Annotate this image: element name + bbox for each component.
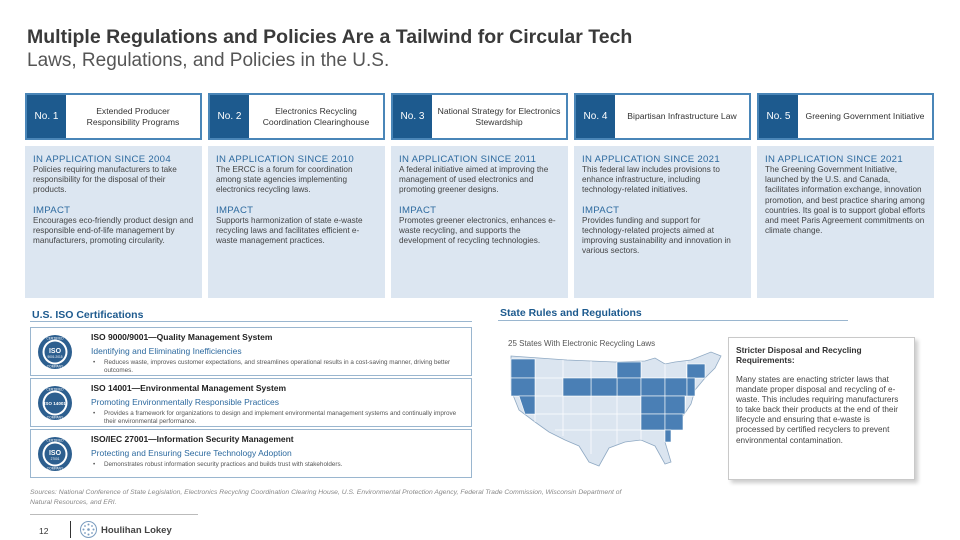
policy-since: IN APPLICATION SINCE 2021 <box>582 154 720 165</box>
policy-card-header: No. 5 Greening Government Initiative <box>757 93 934 140</box>
policy-description: This federal law includes provisions to … <box>582 165 720 195</box>
policy-card-body: IN APPLICATION SINCE 2011 A federal init… <box>391 146 568 298</box>
policy-card: No. 3 National Strategy for Electronics … <box>391 93 568 298</box>
iso-bullet: • Demonstrates robust information securi… <box>93 461 465 469</box>
impact-label: IMPACT <box>399 204 437 216</box>
page-title: Multiple Regulations and Policies Are a … <box>27 26 633 48</box>
bullet-icon: • <box>93 410 96 417</box>
callout-text: Many states are enacting stricter laws t… <box>736 375 899 445</box>
policy-card-body: IN APPLICATION SINCE 2021 The Greening G… <box>757 146 934 298</box>
impact-label: IMPACT <box>216 204 254 216</box>
badge-iso-text: ISO <box>49 450 62 457</box>
policy-name: Electronics Recycling Coordination Clear… <box>262 105 370 127</box>
policy-card: No. 5 Greening Government Initiative IN … <box>757 93 934 298</box>
badge-top-text: CERTIFIED <box>46 388 64 392</box>
iso-item: CERTIFIED ISO 27001 COMPANY ISO/IEC 2700… <box>30 429 472 478</box>
houlihan-lokey-logo-icon <box>80 521 97 538</box>
iso-subtitle: Promoting Environmentally Responsible Pr… <box>91 397 280 407</box>
policy-card-body: IN APPLICATION SINCE 2004 Policies requi… <box>25 146 202 298</box>
impact-text: Encourages eco-friendly product design a… <box>33 215 194 246</box>
policy-card-header: No. 1 Extended Producer Responsibility P… <box>25 93 202 140</box>
policy-card: No. 1 Extended Producer Responsibility P… <box>25 93 202 298</box>
callout-box: Stricter Disposal and Recycling Requirem… <box>728 337 915 480</box>
callout-title: Stricter Disposal and Recycling Requirem… <box>736 345 862 365</box>
brand-name: Houlihan Lokey <box>101 525 172 536</box>
iso-bullet-text: Reduces waste, improves customer expecta… <box>104 359 451 374</box>
policy-since: IN APPLICATION SINCE 2010 <box>216 154 354 165</box>
iso-bullet: • Provides a framework for organizations… <box>93 410 465 426</box>
bullet-icon: • <box>93 359 96 366</box>
badge-bottom-text: COMPANY <box>47 416 64 420</box>
policy-card-header: No. 2 Electronics Recycling Coordination… <box>208 93 385 140</box>
us-map <box>510 351 722 467</box>
states-with-laws <box>510 358 706 443</box>
impact-text: Provides funding and support for technol… <box>582 215 731 256</box>
policy-card-header: No. 4 Bipartisan Infrastructure Law <box>574 93 751 140</box>
iso-badge-icon: CERTIFIED ISO 27001 COMPANY <box>38 437 72 471</box>
iso-title: ISO/IEC 27001—Information Security Manag… <box>91 434 294 444</box>
footer-divider <box>30 514 198 515</box>
policy-description: The ERCC is a forum for coordination amo… <box>216 165 353 195</box>
policy-card-header: No. 3 National Strategy for Electronics … <box>391 93 568 140</box>
iso-item: CERTIFIED ISO 14001 COMPANY ISO 14001—En… <box>30 378 472 427</box>
iso-divider <box>30 321 472 322</box>
policy-name: Greening Government Initiative <box>805 111 925 121</box>
badge-top-text: CERTIFIED <box>46 337 64 341</box>
policy-number: No. 2 <box>210 95 249 138</box>
state-divider <box>498 320 848 321</box>
impact-label: IMPACT <box>33 204 71 216</box>
policy-number: No. 4 <box>576 95 615 138</box>
iso-bullet-text: Demonstrates robust information security… <box>104 461 343 468</box>
policy-card-body: IN APPLICATION SINCE 2010 The ERCC is a … <box>208 146 385 298</box>
footer-separator <box>70 521 71 538</box>
badge-number-text: 9001:2015 <box>47 355 62 359</box>
policy-description: The Greening Government Initiative, laun… <box>765 165 926 236</box>
badge-iso-text: ISO <box>49 348 62 355</box>
policy-since: IN APPLICATION SINCE 2011 <box>399 154 537 165</box>
sources-note: Sources: National Conference of State Le… <box>30 489 622 506</box>
impact-label: IMPACT <box>582 204 620 216</box>
policy-name: National Strategy for Electronics Stewar… <box>437 105 561 127</box>
policy-name: Bipartisan Infrastructure Law <box>627 111 737 121</box>
iso-title: ISO 14001—Environmental Management Syste… <box>91 383 287 393</box>
policy-number: No. 5 <box>759 95 798 138</box>
policy-cards: No. 1 Extended Producer Responsibility P… <box>25 93 935 298</box>
map-label: 25 States With Electronic Recycling Laws <box>508 339 656 348</box>
page-number: 12 <box>39 526 49 536</box>
badge-bottom-text: COMPANY <box>47 365 64 369</box>
state-heading: State Rules and Regulations <box>500 307 642 319</box>
iso-badge-icon: CERTIFIED ISO 9001:2015 COMPANY <box>38 335 72 369</box>
policy-card: No. 4 Bipartisan Infrastructure Law IN A… <box>574 93 751 298</box>
iso-bullet: • Reduces waste, improves customer expec… <box>93 359 465 375</box>
policy-card-body: IN APPLICATION SINCE 2021 This federal l… <box>574 146 751 298</box>
policy-description: Policies requiring manufacturers to take… <box>33 165 177 195</box>
policy-card: No. 2 Electronics Recycling Coordination… <box>208 93 385 298</box>
badge-number-text: 27001 <box>51 457 60 461</box>
badge-top-text: CERTIFIED <box>46 439 64 443</box>
iso-badge-icon: CERTIFIED ISO 14001 COMPANY <box>38 386 72 420</box>
policy-since: IN APPLICATION SINCE 2004 <box>33 154 171 165</box>
iso-bullet-text: Provides a framework for organizations t… <box>104 410 457 425</box>
impact-text: Promotes greener electronics, enhances e… <box>399 215 556 246</box>
policy-description: A federal initiative aimed at improving … <box>399 165 549 195</box>
bullet-icon: • <box>93 461 96 468</box>
iso-subtitle: Protecting and Ensuring Secure Technolog… <box>91 448 292 458</box>
iso-title: ISO 9000/9001—Quality Management System <box>91 332 273 342</box>
policy-name: Extended Producer Responsibility Program… <box>86 105 180 127</box>
policy-number: No. 3 <box>393 95 432 138</box>
badge-bottom-text: COMPANY <box>47 467 64 471</box>
policy-number: No. 1 <box>27 95 66 138</box>
impact-text: Supports harmonization of state e-waste … <box>216 215 363 246</box>
iso-heading: U.S. ISO Certifications <box>32 309 144 321</box>
policy-since: IN APPLICATION SINCE 2021 <box>765 154 903 165</box>
page-subtitle: Laws, Regulations, and Policies in the U… <box>27 50 390 71</box>
badge-iso-text: ISO 14001 <box>44 401 66 406</box>
iso-subtitle: Identifying and Eliminating Inefficienci… <box>91 346 242 356</box>
iso-item: CERTIFIED ISO 9001:2015 COMPANY ISO 9000… <box>30 327 472 376</box>
